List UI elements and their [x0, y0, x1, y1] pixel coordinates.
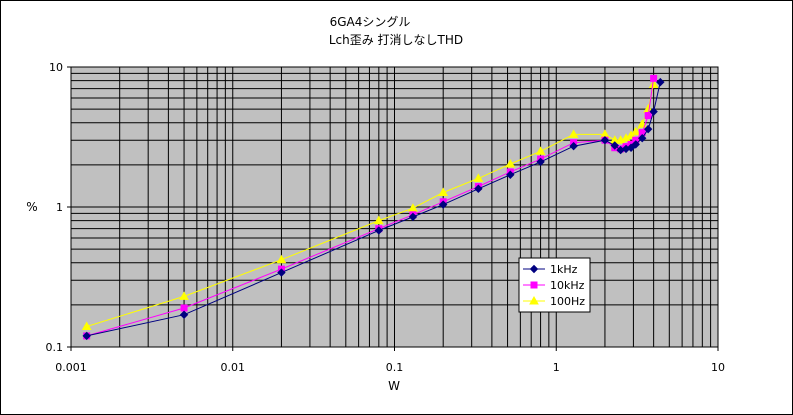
data-point [569, 141, 578, 151]
x-axis-label: W [388, 379, 400, 393]
data-point [438, 200, 448, 209]
legend-item: 100Hz [523, 295, 585, 308]
data-point [438, 187, 449, 196]
data-point [474, 184, 483, 193]
data-point [529, 295, 539, 305]
data-point [276, 254, 287, 264]
data-point [82, 331, 91, 341]
data-point [648, 79, 659, 88]
data-point [610, 141, 619, 150]
chart-subtitle: Lch歪み 打消しなしTHD [329, 33, 463, 47]
legend-item: 10kHz [523, 279, 585, 292]
gridlines [70, 67, 718, 348]
legend-label: 1kHz [550, 263, 578, 276]
x-tick-label: 10 [711, 361, 725, 374]
data-point [179, 291, 189, 300]
x-tick-label: 0.1 [386, 361, 404, 374]
x-axis-ticks: 0.001 0.01 0.1 1 10 [55, 347, 725, 374]
series-1khz [82, 77, 665, 341]
data-point [649, 107, 658, 116]
data-point [650, 74, 658, 82]
y-axis-label: % [26, 200, 37, 214]
data-point [506, 170, 515, 179]
data-point [535, 146, 546, 155]
y-tick-label: 1 [56, 201, 63, 214]
data-point [638, 134, 647, 143]
data-point [626, 143, 636, 152]
data-point [81, 321, 92, 331]
data-point [505, 158, 516, 168]
data-point [180, 304, 188, 312]
data-point [644, 112, 652, 120]
data-point [473, 173, 484, 182]
data-point [408, 212, 418, 222]
y-axis-ticks: 0.1 1 10 [46, 61, 71, 354]
data-point [277, 268, 286, 277]
y-tick-label: 10 [49, 61, 63, 74]
x-tick-label: 0.001 [55, 361, 87, 374]
legend-item: 1kHz [523, 263, 578, 276]
data-point [536, 157, 545, 167]
legend-label: 10kHz [550, 279, 585, 292]
legend: 1kHz 10kHz 100Hz [518, 257, 591, 313]
data-point [656, 77, 665, 87]
data-point [408, 203, 418, 212]
data-point [373, 215, 384, 225]
x-tick-label: 0.01 [221, 361, 246, 374]
data-point [630, 126, 641, 136]
data-point [568, 129, 579, 138]
data-point [374, 226, 384, 235]
data-point [529, 264, 539, 274]
data-point [643, 124, 653, 134]
data-point [600, 135, 610, 145]
series-layer [81, 74, 665, 341]
chart-title: 6GA4シングル [330, 15, 411, 29]
y-tick-label: 0.1 [46, 341, 64, 354]
data-point [530, 281, 538, 289]
data-point [631, 140, 640, 149]
series-100hz [81, 79, 659, 331]
data-point [179, 310, 189, 319]
legend-label: 100Hz [550, 295, 585, 308]
x-tick-label: 1 [553, 361, 560, 374]
